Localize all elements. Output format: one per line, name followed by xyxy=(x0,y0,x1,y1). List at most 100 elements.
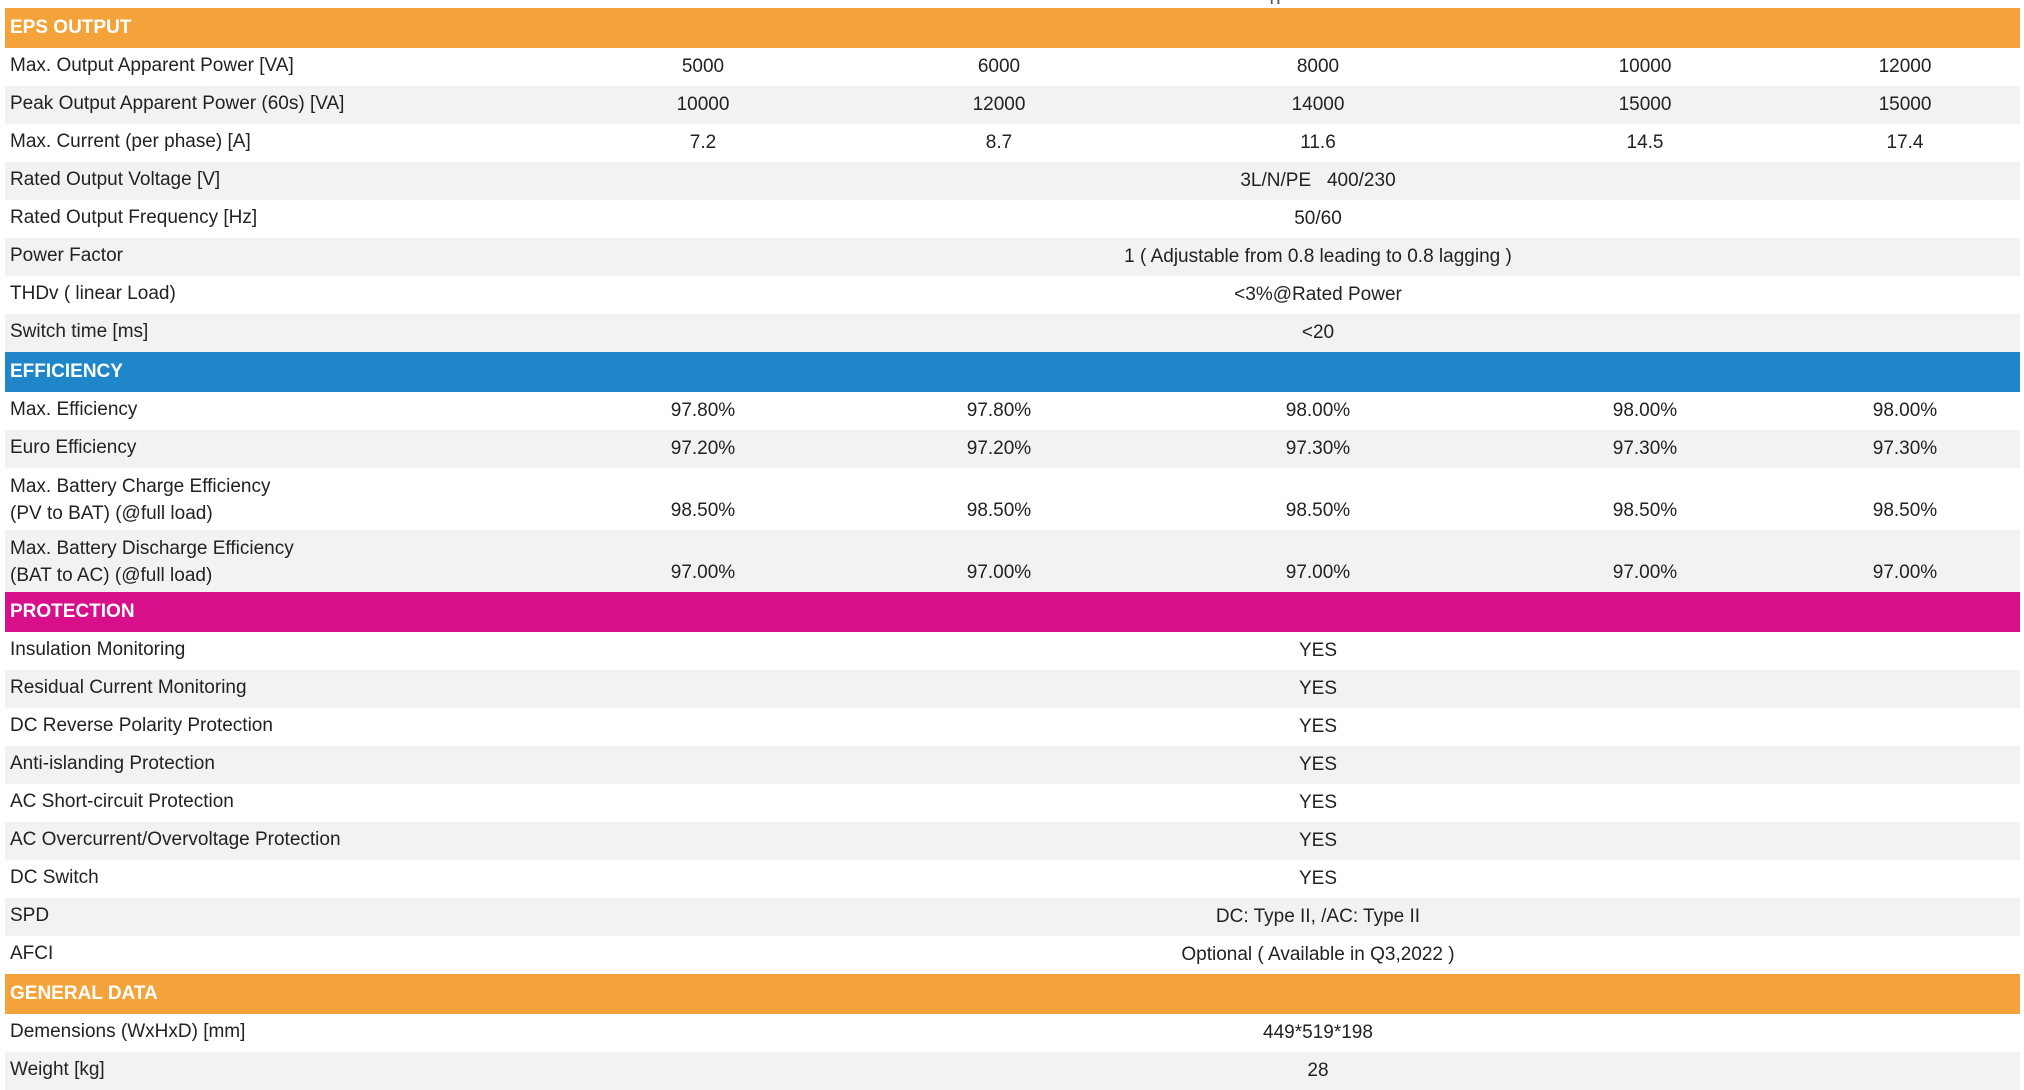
spec-row: Insulation Monitoring YES xyxy=(5,632,2020,670)
spec-value-model-2: 6000 xyxy=(977,56,1021,77)
spec-label: Power Factor xyxy=(10,245,123,266)
spec-label: Rated Output Frequency [Hz] xyxy=(10,207,258,228)
spec-row: THDv ( linear Load) <3%@Rated Power xyxy=(5,276,2020,314)
spec-row: Max. Output Apparent Power [VA] 5000 6000 8… xyxy=(5,48,2020,86)
spec-label: DC Reverse Polarity Protection xyxy=(10,715,273,736)
section-header-eps: EPS OUTPUT xyxy=(5,8,2020,48)
spec-value-model-4: 10000 xyxy=(1618,56,1672,77)
spec-value-model-4: 15000 xyxy=(1618,94,1672,115)
spec-value-all-models: YES xyxy=(1298,792,1338,813)
spec-table: EPS OUTPUT Max. Output Apparent Power [VA… xyxy=(5,8,2020,1090)
spec-label: Insulation Monitoring xyxy=(10,639,186,660)
spec-value-model-5: 17.4 xyxy=(1886,132,1924,153)
spec-value-all-models: 50/60 xyxy=(1294,208,1342,229)
spec-value-model-1: 5000 xyxy=(681,56,725,77)
spec-label: Max. Current (per phase) [A] xyxy=(10,131,251,152)
spec-label: Rated Output Voltage [V] xyxy=(10,169,221,190)
section-header-protection: PROTECTION xyxy=(5,592,2020,632)
spec-value-model-5: 98.00% xyxy=(1872,400,1938,421)
spec-value-model-3: 8000 xyxy=(1296,56,1340,77)
spec-value-model-1: 97.20% xyxy=(670,438,736,459)
spec-value-model-1: 7.2 xyxy=(689,132,717,153)
spec-value-all-models: YES xyxy=(1298,754,1338,775)
spec-value-model-1: 97.00% xyxy=(670,562,736,583)
spec-value-model-2: 98.50% xyxy=(966,500,1032,521)
spec-value-model-5: 15000 xyxy=(1878,94,1932,115)
spec-value-model-2: 97.20% xyxy=(966,438,1032,459)
spec-value-model-4: 97.00% xyxy=(1612,562,1678,583)
spec-label: Demensions (WxHxD) [mm] xyxy=(10,1021,246,1042)
spec-row: Max. Current (per phase) [A] 7.2 8.7 11.6 14… xyxy=(5,124,2020,162)
spec-value-model-1: 10000 xyxy=(676,94,730,115)
spec-value-model-3: 97.00% xyxy=(1285,562,1351,583)
spec-label: Anti-islanding Protection xyxy=(10,753,215,774)
spec-row: AC Short-circuit Protection YES xyxy=(5,784,2020,822)
spec-row: Weight [kg] 28 xyxy=(5,1052,2020,1090)
spec-row: Rated Output Frequency [Hz] 50/60 xyxy=(5,200,2020,238)
spec-value-all-models: 28 xyxy=(1307,1060,1329,1081)
spec-value-model-3: 98.00% xyxy=(1285,400,1351,421)
spec-value-model-5: 12000 xyxy=(1878,56,1932,77)
spec-row: DC Reverse Polarity Protection YES xyxy=(5,708,2020,746)
spec-value-model-1: 97.80% xyxy=(670,400,736,421)
spec-value-all-models: DC: Type II, /AC: Type II xyxy=(1215,906,1421,927)
spec-row: Power Factor 1 ( Adjustable from 0.8 lead… xyxy=(5,238,2020,276)
spec-value-all-models: <20 xyxy=(1301,322,1335,343)
spec-value-model-5: 97.00% xyxy=(1872,562,1938,583)
spec-row: SPD DC: Type II, /AC: Type II xyxy=(5,898,2020,936)
spec-value-all-models: YES xyxy=(1298,716,1338,737)
spec-label: Max. Efficiency xyxy=(10,399,138,420)
spec-value-model-2: 8.7 xyxy=(985,132,1013,153)
spec-value-all-models: 449*519*198 xyxy=(1263,1022,1373,1043)
spec-row: Euro Efficiency 97.20% 97.20% 97.30% 97.30% 9… xyxy=(5,430,2020,468)
spec-row: Max. Efficiency 97.80% 97.80% 98.00% 98.00% 9… xyxy=(5,392,2020,430)
spec-row: Switch time [ms] <20 xyxy=(5,314,2020,352)
spec-value-all-models: YES xyxy=(1298,868,1338,889)
spec-label: Max. Battery Charge Efficiency (PV to BA… xyxy=(10,476,271,524)
spec-label: THDv ( linear Load) xyxy=(10,283,176,304)
spec-label: AFCI xyxy=(10,943,54,964)
spec-row: AFCI Optional ( Available in Q3,2022 ) xyxy=(5,936,2020,974)
spec-value-model-2: 97.00% xyxy=(966,562,1032,583)
spec-row: DC Switch YES xyxy=(5,860,2020,898)
spec-label: DC Switch xyxy=(10,867,99,888)
section-header-general: GENERAL DATA xyxy=(5,974,2020,1014)
spec-value-model-4: 98.00% xyxy=(1612,400,1678,421)
spec-row: Demensions (WxHxD) [mm] 449*519*198 xyxy=(5,1014,2020,1052)
cut-off-text-fragment: g xyxy=(1270,0,1310,4)
spec-label: Residual Current Monitoring xyxy=(10,677,247,698)
spec-value-all-models: 1 ( Adjustable from 0.8 leading to 0.8 l… xyxy=(1124,246,1512,267)
spec-label: Switch time [ms] xyxy=(10,321,149,342)
spec-value-model-3: 98.50% xyxy=(1285,500,1351,521)
spec-label: AC Overcurrent/Overvoltage Protection xyxy=(10,829,341,850)
spec-value-model-5: 98.50% xyxy=(1872,500,1938,521)
spec-value-model-4: 14.5 xyxy=(1626,132,1664,153)
spec-row: Residual Current Monitoring YES xyxy=(5,670,2020,708)
spec-value-all-models: 3L/N/PE 400/230 xyxy=(1240,170,1396,191)
spec-label: Euro Efficiency xyxy=(10,437,137,458)
spec-value-all-models: YES xyxy=(1298,678,1338,699)
spec-value-all-models: YES xyxy=(1298,830,1338,851)
spec-value-model-2: 97.80% xyxy=(966,400,1032,421)
section-header-efficiency: EFFICIENCY xyxy=(5,352,2020,392)
spec-label: Max. Output Apparent Power [VA] xyxy=(10,55,294,76)
spec-value-model-3: 97.30% xyxy=(1285,438,1351,459)
spec-value-all-models: Optional ( Available in Q3,2022 ) xyxy=(1181,944,1455,965)
spec-label: Peak Output Apparent Power (60s) [VA] xyxy=(10,93,345,114)
spec-row: Max. Battery Charge Efficiency (PV to BA… xyxy=(5,468,2020,530)
spec-value-model-1: 98.50% xyxy=(670,500,736,521)
spec-value-all-models: YES xyxy=(1298,640,1338,661)
spec-value-model-5: 97.30% xyxy=(1872,438,1938,459)
spec-value-model-4: 97.30% xyxy=(1612,438,1678,459)
spec-label: Weight [kg] xyxy=(10,1059,105,1080)
spec-value-model-3: 14000 xyxy=(1291,94,1345,115)
spec-row: Peak Output Apparent Power (60s) [VA] 100… xyxy=(5,86,2020,124)
spec-row: Anti-islanding Protection YES xyxy=(5,746,2020,784)
spec-value-model-3: 11.6 xyxy=(1300,132,1336,153)
spec-label: SPD xyxy=(10,905,50,926)
spec-value-all-models: <3%@Rated Power xyxy=(1234,284,1402,305)
spec-row: Max. Battery Discharge Efficiency (BAT t… xyxy=(5,530,2020,592)
spec-row: Rated Output Voltage [V] 3L/N/PE 400/230 xyxy=(5,162,2020,200)
spec-row: AC Overcurrent/Overvoltage Protection YES xyxy=(5,822,2020,860)
spec-label: AC Short-circuit Protection xyxy=(10,791,234,812)
